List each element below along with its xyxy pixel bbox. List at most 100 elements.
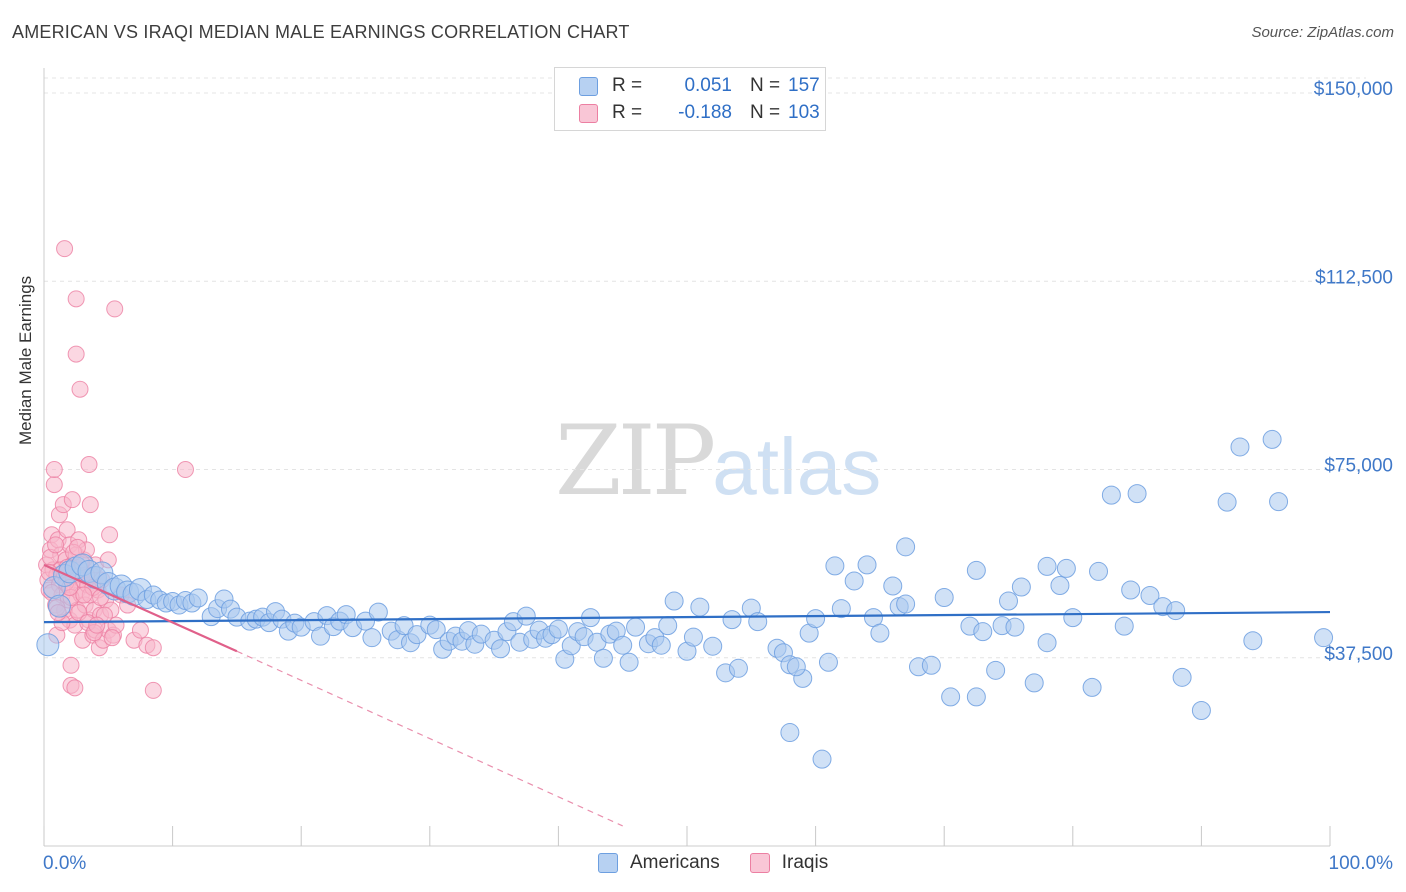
iraqi-point: [62, 656, 80, 674]
american-point: [896, 537, 916, 557]
american-point: [310, 626, 330, 646]
legend-r-label: R =: [612, 75, 643, 96]
source-label: Source: ZipAtlas.com: [1251, 24, 1394, 41]
american-point: [831, 599, 851, 619]
iraqi-point: [106, 300, 124, 318]
american-point: [36, 633, 60, 657]
american-point: [857, 555, 877, 575]
american-point: [593, 648, 613, 668]
iraqi-point: [56, 240, 74, 258]
american-point: [491, 639, 511, 659]
american-trendline: [43, 610, 1331, 624]
watermark-zip: ZIP: [555, 405, 716, 517]
american-point: [1269, 492, 1289, 512]
american-point: [1024, 673, 1044, 693]
y-tick-label: $112,500: [1315, 267, 1393, 288]
legend-item-americans[interactable]: Americans: [598, 852, 720, 874]
american-point: [47, 594, 71, 618]
american-swatch: [598, 853, 618, 873]
iraqi-point: [45, 461, 63, 479]
iraqi-point: [47, 536, 65, 554]
iraqi-point: [67, 290, 85, 308]
american-point: [1127, 484, 1147, 504]
iraqi-point: [144, 639, 162, 657]
iraqi-point: [80, 456, 98, 474]
iraqi-point: [45, 476, 63, 494]
axis-layer: [43, 68, 1331, 847]
american-point: [690, 597, 710, 617]
american-point: [1101, 485, 1121, 505]
american-point: [722, 610, 742, 630]
american-point: [1082, 677, 1102, 697]
y-tick-label: $150,000: [1314, 79, 1393, 100]
american-point: [1056, 558, 1076, 578]
american-point: [394, 616, 414, 636]
american-point: [1166, 601, 1186, 621]
legend-n-value: 157: [788, 75, 820, 96]
y-tick-label: $37,500: [1324, 644, 1393, 665]
american-point: [748, 612, 768, 632]
legend-label-americans: Americans: [630, 852, 720, 873]
american-point: [818, 652, 838, 672]
series-legend: Americans Iraqis: [598, 852, 858, 874]
iraqi-point: [67, 345, 85, 363]
iraqi-swatch: [579, 103, 598, 123]
american-point: [1037, 556, 1057, 576]
legend-n-label: N =: [750, 102, 781, 123]
american-point: [356, 611, 375, 631]
american-point: [1191, 700, 1211, 720]
iraqi-point: [144, 681, 162, 699]
iraqi-point: [63, 491, 81, 509]
american-point: [1243, 631, 1263, 651]
american-point: [626, 617, 646, 637]
y-tick-label: $75,000: [1324, 456, 1393, 477]
iraqi-trendline: [43, 563, 238, 653]
iraqi-point: [103, 629, 121, 647]
american-point: [1114, 616, 1134, 636]
american-point: [683, 627, 703, 647]
american-point: [368, 602, 388, 622]
trend-layer: [43, 563, 1331, 827]
iraqi-point: [68, 538, 86, 556]
american-point: [188, 588, 208, 608]
american-point: [1172, 667, 1192, 687]
iraqi-point: [131, 621, 149, 639]
legend-r-label: R =: [612, 102, 643, 123]
iraqi-point: [101, 526, 119, 544]
iraqi-swatch: [749, 853, 770, 873]
legend-n-label: N =: [750, 75, 781, 96]
iraqi-point: [75, 586, 93, 604]
iraqi-trendline-extension: [236, 650, 623, 827]
legend-r-value: 0.051: [684, 75, 732, 96]
american-point: [1230, 437, 1250, 457]
american-point: [1063, 608, 1083, 628]
iraqi-point: [81, 496, 99, 514]
american-point: [728, 658, 748, 678]
american-series: [36, 429, 1334, 769]
american-point: [941, 687, 961, 707]
watermark: ZIPatlas: [555, 405, 881, 517]
american-point: [780, 723, 800, 743]
legend-r-value: -0.188: [678, 102, 732, 123]
american-point: [1262, 429, 1282, 449]
american-point: [1005, 617, 1025, 637]
american-point: [806, 609, 826, 629]
legend-item-iraqis[interactable]: Iraqis: [749, 852, 828, 874]
x-tick-label: 0.0%: [43, 853, 86, 874]
chart-title: AMERICAN VS IRAQI MEDIAN MALE EARNINGS C…: [12, 22, 630, 42]
american-point: [870, 623, 890, 643]
american-point: [973, 622, 993, 642]
legend-n-value: 103: [788, 102, 820, 123]
american-point: [651, 635, 671, 655]
american-point: [825, 556, 845, 576]
american-point: [1037, 633, 1057, 653]
american-point: [966, 687, 986, 707]
american-point: [896, 594, 916, 614]
iraqi-point: [88, 616, 106, 634]
grid-layer: [44, 77, 1366, 659]
american-point: [844, 571, 864, 591]
american-point: [1140, 586, 1160, 606]
american-point: [362, 628, 382, 648]
american-point: [548, 619, 568, 639]
